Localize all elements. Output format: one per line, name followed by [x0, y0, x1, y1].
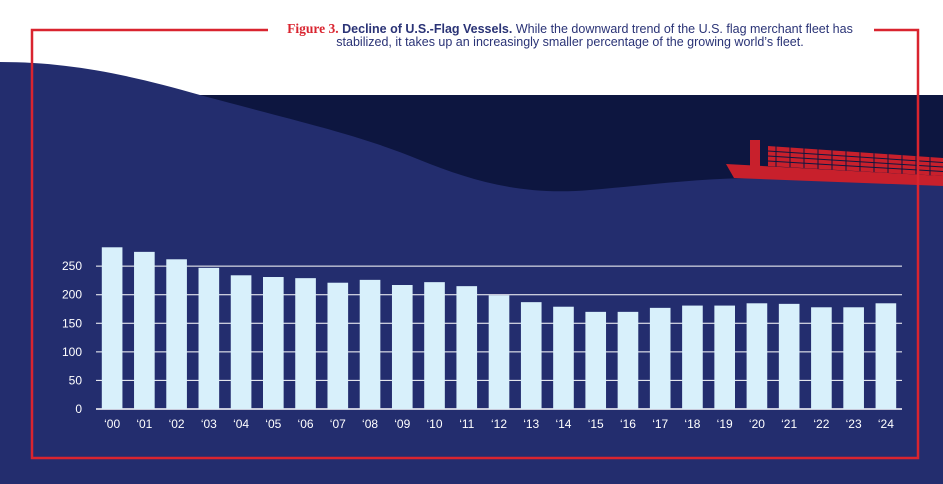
y-tick-label: 250	[62, 259, 82, 273]
x-tick-label: ‘00	[104, 417, 120, 431]
ship-hull	[726, 164, 943, 186]
bar	[488, 295, 510, 409]
x-tick-label: ‘13	[523, 417, 539, 431]
container-grid-line	[767, 155, 943, 168]
x-tick-label: ‘24	[878, 417, 894, 431]
container-grid-line	[767, 150, 943, 163]
ship-bridge	[750, 140, 760, 166]
bar	[843, 307, 864, 409]
x-tick-label: ‘08	[362, 417, 378, 431]
x-tick-label: ‘23	[846, 417, 862, 431]
y-tick-label: 200	[62, 288, 82, 302]
bar	[520, 302, 542, 409]
container-grid-lines	[767, 146, 943, 176]
figure-label: Figure 3.	[287, 21, 339, 36]
bar	[198, 267, 220, 409]
bar	[166, 259, 187, 409]
x-tick-label: ‘14	[555, 417, 571, 431]
x-tick-label: ‘18	[684, 417, 700, 431]
x-tick-label: ‘10	[427, 417, 443, 431]
bar	[778, 303, 800, 409]
frame-border	[30, 28, 920, 460]
bar	[327, 282, 349, 409]
x-tick-label: ‘19	[717, 417, 733, 431]
bar	[714, 305, 735, 409]
bar	[424, 282, 445, 409]
bar	[263, 277, 284, 409]
bar	[553, 306, 574, 409]
y-axis-ticks: 0 50 100 150 200 250	[62, 259, 82, 416]
x-tick-label: ‘04	[233, 417, 249, 431]
bar	[746, 303, 768, 409]
x-tick-label: ‘20	[749, 417, 765, 431]
x-tick-label: ‘21	[781, 417, 797, 431]
x-tick-label: ‘06	[298, 417, 314, 431]
x-tick-label: ‘11	[459, 417, 474, 431]
bar	[875, 303, 897, 409]
y-tick-label: 0	[75, 402, 82, 416]
x-tick-label: ‘03	[201, 417, 217, 431]
x-tick-label: ‘16	[620, 417, 636, 431]
bar	[649, 307, 671, 409]
bar	[230, 275, 252, 409]
y-tick-label: 150	[62, 316, 82, 330]
x-tick-label: ‘02	[169, 417, 185, 431]
bar	[134, 251, 155, 409]
bar	[456, 286, 478, 409]
bar	[811, 307, 832, 409]
x-tick-label: ‘12	[491, 417, 507, 431]
figure-caption: Figure 3. Decline of U.S.-Flag Vessels. …	[270, 22, 870, 49]
bar	[101, 247, 123, 409]
caption-heading: Decline of U.S.-Flag Vessels.	[342, 22, 513, 36]
y-tick-label: 100	[62, 345, 82, 359]
container-grid-line	[767, 160, 943, 172]
bar	[359, 279, 381, 409]
bar	[391, 285, 413, 409]
y-tick-label: 50	[69, 373, 83, 387]
container-ship-illustration	[726, 140, 943, 186]
x-tick-label: ‘15	[588, 417, 604, 431]
bar	[682, 305, 703, 409]
bar	[617, 311, 639, 409]
x-tick-label: ‘01	[136, 417, 152, 431]
x-tick-label: ‘05	[265, 417, 281, 431]
bar	[295, 278, 316, 409]
x-tick-label: ‘17	[652, 417, 668, 431]
x-tick-label: ‘07	[330, 417, 346, 431]
caption-text: While the downward trend of the U.S. fla…	[336, 22, 853, 49]
bar-series	[101, 247, 897, 409]
bar	[585, 311, 607, 409]
x-tick-label: ‘09	[394, 417, 410, 431]
x-axis-ticks: ‘00 ‘01 ‘02 ‘03 ‘04 ‘05 ‘06 ‘07 ‘08 ‘09 ‘10 ‘11 ‘12 ‘…	[104, 417, 894, 431]
x-tick-label: ‘22	[813, 417, 829, 431]
